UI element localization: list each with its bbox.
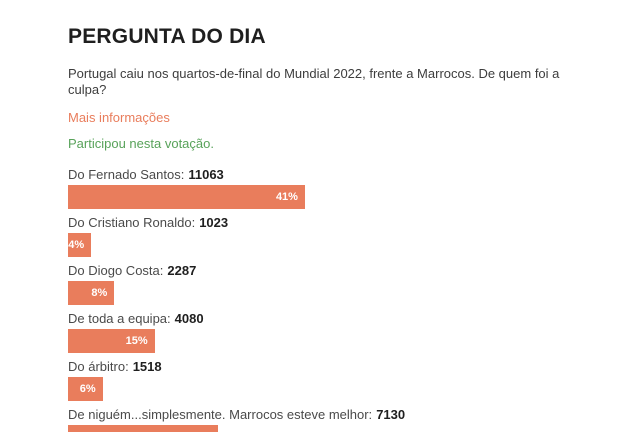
option-votes: 4080 (174, 311, 204, 326)
poll-question: Portugal caiu nos quartos-de-final do Mu… (68, 66, 560, 97)
bar-track: 26% (68, 425, 640, 432)
result-bar: 8% (68, 281, 115, 305)
bar-track: 41% (68, 185, 640, 209)
result-bar: 41% (68, 185, 305, 209)
result-bar: 6% (68, 377, 103, 401)
poll-option: Do Fernado Santos: 11063 41% (68, 167, 578, 209)
bar-percent-label: 8% (91, 287, 108, 299)
page-title: PERGUNTA DO DIA (68, 25, 266, 48)
option-label: De toda a equipa: 4080 (68, 311, 578, 326)
poll-results: Do Fernado Santos: 11063 41% Do Cristiano… (68, 167, 578, 432)
option-votes: 1518 (132, 359, 162, 374)
option-label: Do Cristiano Ronaldo: 1023 (68, 215, 578, 230)
bar-track: 8% (68, 281, 640, 305)
result-bar: 4% (68, 233, 92, 257)
bar-percent-label: 41% (275, 191, 298, 203)
option-text: Do árbitro: (68, 359, 129, 374)
option-votes: 1023 (199, 215, 229, 230)
option-label: De niguém...simplesmente. Marrocos estev… (68, 407, 578, 422)
poll-option: Do árbitro: 1518 6% (68, 359, 578, 401)
option-text: Do Cristiano Ronaldo: (68, 215, 196, 230)
poll-option: De toda a equipa: 4080 15% (68, 311, 578, 353)
bar-track: 6% (68, 377, 640, 401)
option-votes: 2287 (167, 263, 197, 278)
bar-percent-label: 15% (125, 335, 148, 347)
option-text: Do Diogo Costa: (68, 263, 164, 278)
option-votes: 7130 (376, 407, 406, 422)
poll-option: Do Diogo Costa: 2287 8% (68, 263, 578, 305)
bar-percent-label: 6% (79, 383, 96, 395)
more-info-link[interactable]: Mais informações (68, 110, 170, 125)
option-label: Do Diogo Costa: 2287 (68, 263, 578, 278)
option-label: Do árbitro: 1518 (68, 359, 578, 374)
option-text: De niguém...simplesmente. Marrocos estev… (68, 407, 373, 422)
result-bar: 26% (68, 425, 219, 432)
option-text: Do Fernado Santos: (68, 167, 185, 182)
option-votes: 11063 (188, 167, 224, 182)
result-bar: 15% (68, 329, 155, 353)
bar-track: 15% (68, 329, 640, 353)
poll-option: Do Cristiano Ronaldo: 1023 4% (68, 215, 578, 257)
option-text: De toda a equipa: (68, 311, 171, 326)
option-label: Do Fernado Santos: 11063 (68, 167, 578, 182)
voted-status-message: Participou nesta votação. (68, 136, 214, 151)
bar-percent-label: 4% (68, 239, 85, 251)
poll-option: De niguém...simplesmente. Marrocos estev… (68, 407, 578, 432)
bar-track: 4% (68, 233, 640, 257)
